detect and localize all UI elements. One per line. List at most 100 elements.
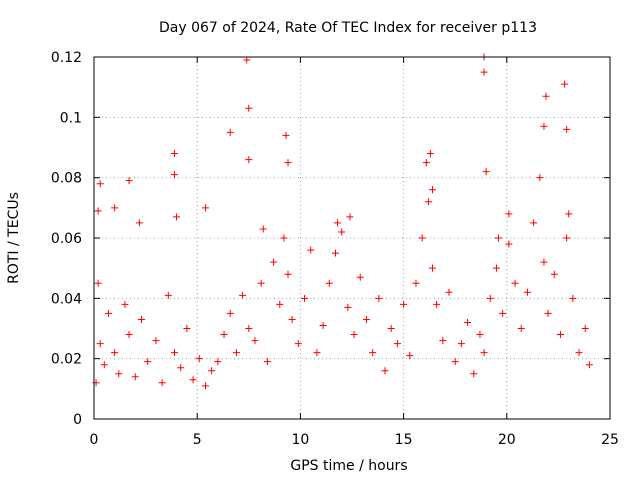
- data-point: [208, 367, 216, 375]
- chart-title: Day 067 of 2024, Rate Of TEC Index for r…: [159, 20, 537, 36]
- data-point: [406, 352, 414, 360]
- data-point: [565, 210, 573, 218]
- data-point: [226, 128, 234, 136]
- x-tick-label: 10: [291, 432, 309, 448]
- data-point: [170, 150, 178, 158]
- data-point: [111, 349, 119, 357]
- data-point: [540, 122, 548, 130]
- data-point: [338, 228, 346, 236]
- data-point: [104, 309, 112, 317]
- data-point: [239, 291, 247, 299]
- data-point: [495, 234, 503, 242]
- y-tick-label: 0.06: [51, 231, 82, 247]
- data-point: [334, 219, 342, 227]
- data-point: [476, 331, 484, 339]
- data-point: [115, 370, 123, 378]
- y-axis-label: ROTI / TECUs: [6, 192, 22, 284]
- data-point: [540, 258, 548, 266]
- data-point: [183, 325, 191, 332]
- data-point: [280, 234, 288, 242]
- data-point: [94, 279, 102, 287]
- data-point: [563, 125, 571, 133]
- data-point: [505, 210, 513, 218]
- data-point: [263, 358, 271, 366]
- data-point: [96, 180, 104, 188]
- data-point: [282, 131, 290, 139]
- data-point: [173, 213, 181, 221]
- data-point: [544, 309, 552, 317]
- data-point: [375, 294, 383, 302]
- data-point: [418, 234, 426, 242]
- data-point: [152, 337, 160, 345]
- data-point: [517, 325, 525, 332]
- data-point: [201, 204, 209, 212]
- x-tick-label: 5: [193, 432, 202, 448]
- data-point: [177, 364, 185, 372]
- data-point: [575, 349, 583, 357]
- x-axis-label: GPS time / hours: [290, 458, 407, 474]
- data-point: [457, 340, 465, 348]
- data-point: [307, 246, 315, 254]
- x-tick-label: 25: [601, 432, 619, 448]
- data-point: [257, 279, 265, 287]
- grid-lines: [94, 57, 610, 419]
- data-point: [400, 300, 408, 308]
- data-point: [561, 80, 569, 88]
- data-point: [301, 294, 309, 302]
- data-point: [137, 315, 145, 323]
- data-point: [319, 321, 327, 329]
- data-point: [214, 358, 222, 366]
- data-point: [464, 318, 472, 326]
- data-point: [426, 150, 434, 158]
- data-point: [158, 379, 166, 387]
- y-tick-label: 0: [73, 412, 82, 428]
- data-point: [393, 340, 401, 348]
- data-point: [387, 325, 395, 332]
- data-point: [482, 168, 490, 176]
- data-point: [451, 358, 459, 366]
- x-tick-label: 0: [90, 432, 99, 448]
- data-point: [125, 331, 133, 339]
- data-point: [563, 234, 571, 242]
- data-point: [313, 349, 321, 357]
- y-tick-label: 0.04: [51, 291, 82, 307]
- data-point: [245, 156, 253, 164]
- data-point: [445, 288, 453, 296]
- data-point: [226, 309, 234, 317]
- data-point: [276, 300, 284, 308]
- data-point: [369, 349, 377, 357]
- data-point: [131, 373, 139, 381]
- data-point: [284, 270, 292, 278]
- data-point: [511, 279, 519, 287]
- data-point: [550, 270, 558, 278]
- data-point: [259, 225, 267, 233]
- data-point: [170, 171, 178, 179]
- data-point: [480, 68, 488, 76]
- data-point: [288, 315, 296, 323]
- data-point: [245, 104, 253, 112]
- data-point: [428, 186, 436, 194]
- y-tick-label: 0.12: [51, 50, 82, 66]
- data-point: [470, 370, 478, 378]
- data-point: [135, 219, 143, 227]
- data-point: [144, 358, 152, 366]
- x-tick-label: 20: [498, 432, 516, 448]
- data-point: [245, 325, 253, 332]
- data-point: [422, 159, 430, 167]
- data-point: [556, 331, 564, 339]
- data-point: [111, 204, 119, 212]
- data-point: [428, 264, 436, 272]
- data-point: [164, 291, 172, 299]
- data-point: [581, 325, 589, 332]
- y-axis-ticks: 0 0.02 0.04 0.06 0.08 0.1 0.12: [51, 50, 610, 428]
- data-point: [294, 340, 302, 348]
- data-point: [94, 207, 102, 215]
- data-point: [492, 264, 500, 272]
- data-point: [433, 300, 441, 308]
- data-point: [412, 279, 420, 287]
- y-tick-label: 0.02: [51, 352, 82, 368]
- data-point: [331, 249, 339, 257]
- plot-frame: [93, 56, 611, 420]
- data-point: [536, 174, 544, 182]
